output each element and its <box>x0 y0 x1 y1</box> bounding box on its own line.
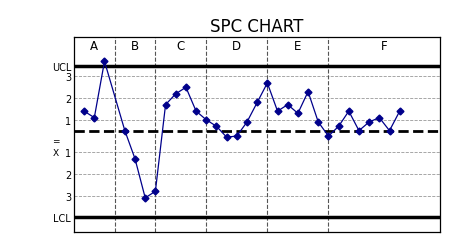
Text: B: B <box>131 40 139 52</box>
Text: D: D <box>232 40 241 52</box>
Text: A: A <box>90 40 98 52</box>
Text: F: F <box>380 40 387 52</box>
Text: E: E <box>294 40 301 52</box>
Text: =: = <box>52 137 59 146</box>
Text: X: X <box>53 148 59 158</box>
Text: C: C <box>176 40 185 52</box>
Title: SPC CHART: SPC CHART <box>210 18 303 35</box>
